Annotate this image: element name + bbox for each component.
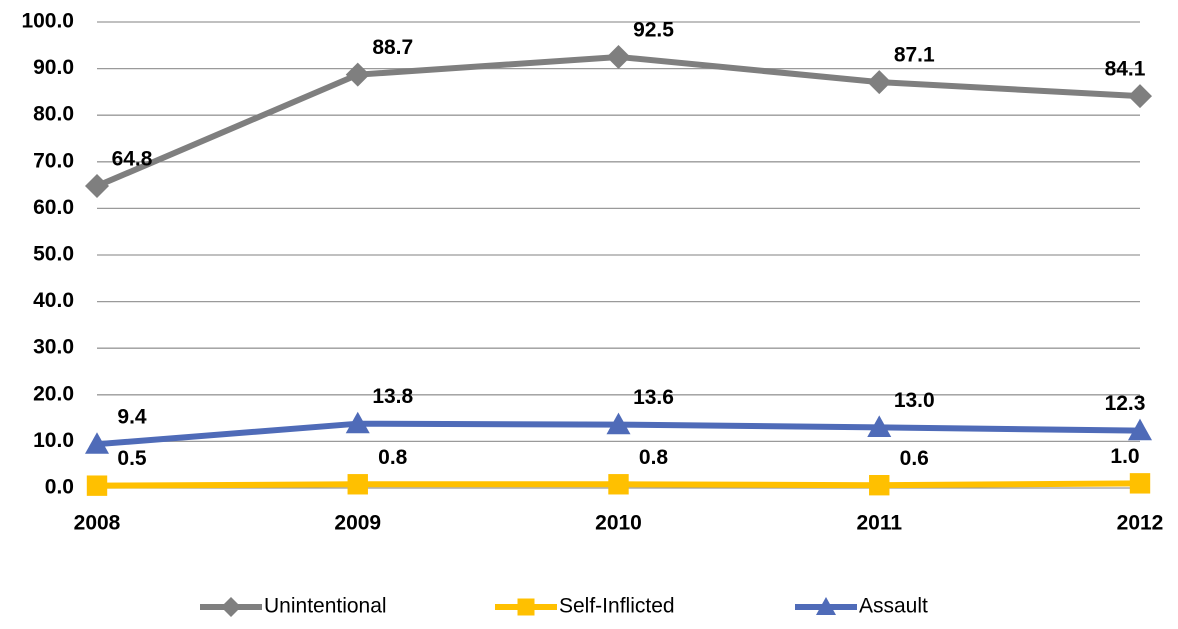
data-label: 87.1 — [894, 44, 935, 67]
data-label: 88.7 — [372, 36, 413, 59]
data-label: 13.0 — [894, 389, 935, 412]
data-point — [869, 475, 890, 496]
data-label: 12.3 — [1105, 392, 1146, 415]
data-point — [606, 44, 631, 69]
data-label: 0.8 — [378, 446, 408, 469]
data-point — [345, 62, 370, 87]
data-point — [1129, 473, 1151, 494]
data-point — [345, 411, 370, 434]
data-label: 13.6 — [633, 386, 674, 409]
data-point — [85, 174, 109, 199]
data-label: 0.8 — [639, 446, 669, 469]
y-tick-label: 0.0 — [45, 476, 74, 499]
y-tick-label: 10.0 — [33, 429, 74, 452]
y-tick-label: 50.0 — [33, 243, 74, 266]
x-tick-label: 2009 — [334, 512, 381, 535]
x-tick-label: 2010 — [595, 512, 642, 535]
legend-label: Unintentional — [264, 595, 387, 618]
data-label: 13.8 — [372, 385, 413, 408]
series-line — [95, 53, 1141, 189]
y-tick-label: 70.0 — [33, 149, 74, 172]
data-label: 0.6 — [900, 447, 929, 470]
data-label: 92.5 — [633, 18, 674, 41]
y-tick-label: 90.0 — [33, 56, 74, 79]
data-point — [1128, 418, 1152, 441]
data-label: 84.1 — [1105, 58, 1146, 81]
data-label: 1.0 — [1110, 445, 1139, 468]
data-label: 9.4 — [117, 406, 147, 429]
legend-marker — [517, 598, 535, 616]
data-label: 0.5 — [117, 447, 147, 470]
legend-label: Self-Inflicted — [559, 595, 675, 618]
y-tick-label: 100.0 — [21, 10, 74, 33]
x-tick-label: 2008 — [74, 512, 121, 535]
legend-marker — [816, 597, 836, 615]
legend-label: Assault — [859, 595, 928, 618]
y-tick-label: 80.0 — [33, 103, 74, 126]
y-tick-label: 20.0 — [33, 382, 74, 405]
y-tick-label: 60.0 — [33, 196, 74, 219]
data-point — [85, 432, 109, 454]
data-point — [606, 412, 631, 435]
data-point — [1128, 84, 1152, 109]
data-label: 64.8 — [112, 148, 153, 171]
x-tick-label: 2012 — [1117, 512, 1164, 535]
data-point — [867, 70, 892, 95]
data-point — [867, 415, 892, 438]
data-point — [86, 475, 108, 496]
y-tick-label: 40.0 — [33, 289, 74, 312]
legend-marker — [221, 597, 241, 617]
data-point — [608, 474, 629, 495]
x-tick-label: 2011 — [856, 512, 902, 535]
y-tick-label: 30.0 — [33, 336, 74, 359]
data-point — [347, 474, 368, 495]
